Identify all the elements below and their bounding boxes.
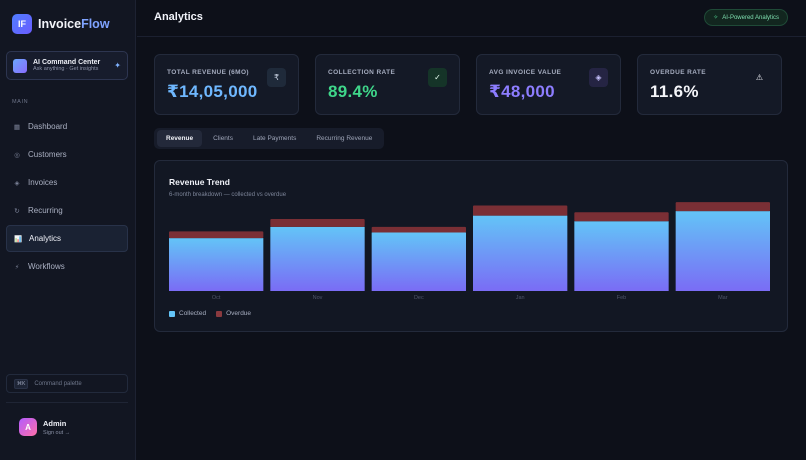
command-palette-label: Command palette [34, 380, 82, 387]
nav-section-label: MAIN [12, 99, 29, 105]
sparkle-icon: ✧ [713, 15, 719, 21]
bar-collected-nov[interactable] [270, 226, 365, 291]
sidebar-item-customers[interactable]: ◎ Customers [6, 141, 128, 168]
app-name-part2: Flow [81, 17, 110, 31]
chart-title: Revenue Trend [169, 177, 230, 187]
legend-item-collected[interactable]: Collected [169, 310, 206, 317]
sidebar-item-dashboard[interactable]: ▦ Dashboard [6, 113, 128, 140]
chart-icon: 📊 [14, 235, 23, 243]
user-name: Admin [43, 418, 67, 428]
x-tick-label: Mar [718, 295, 728, 301]
shortcut-key: ⌘K [14, 378, 29, 389]
bar-collected-mar[interactable] [675, 211, 770, 291]
sidebar-item-label: Customers [28, 150, 67, 159]
sidebar-divider [6, 402, 128, 403]
bar-collected-jan[interactable] [473, 215, 568, 291]
tab-recurring-revenue[interactable]: Recurring Revenue [316, 135, 373, 142]
bar-overdue-nov[interactable] [270, 219, 365, 227]
kpi-label: OVERDUE RATE [650, 69, 706, 76]
bar-overdue-feb[interactable] [574, 212, 669, 222]
main-nav: ▦ Dashboard ◎ Customers ◈ Invoices ↻ Rec… [6, 113, 128, 281]
kpi-value: 89.4% [328, 82, 378, 101]
bar-collected-feb[interactable] [574, 221, 669, 291]
page-title: Analytics [154, 11, 203, 23]
kpi-label: TOTAL REVENUE (6MO) [167, 69, 249, 76]
avatar: A [19, 418, 37, 436]
tab-late-payments[interactable]: Late Payments [252, 135, 297, 142]
sidebar-item-label: Recurring [28, 206, 63, 215]
kpi-card-collection-rate: COLLECTION RATE 89.4% ✓ [315, 54, 460, 115]
invoice-icon: ◈ [14, 179, 20, 187]
logo-mark: IF [12, 14, 32, 34]
app-name: InvoiceFlow [38, 17, 110, 31]
ai-command-center-button[interactable]: AI Command Center Ask anything · Get ins… [6, 51, 128, 80]
sidebar-item-recurring[interactable]: ↻ Recurring [6, 197, 128, 224]
x-tick-label: Feb [617, 295, 626, 301]
kpi-value: ₹48,000 [489, 82, 555, 101]
customers-icon: ◎ [14, 151, 20, 159]
bar-collected-dec[interactable] [371, 232, 466, 292]
kpi-card-overdue-rate: OVERDUE RATE 11.6% ⚠ [637, 54, 782, 115]
sidebar-item-invoices[interactable]: ◈ Invoices [6, 169, 128, 196]
kpi-value: ₹14,05,000 [167, 82, 258, 101]
sidebar-item-workflows[interactable]: ⚡ Workflows [6, 253, 128, 280]
kpi-value: 11.6% [650, 82, 699, 101]
lightning-icon: ⚡ [14, 263, 20, 271]
warning-icon: ⚠ [755, 73, 764, 82]
rupee-icon: ₹ [267, 68, 286, 87]
kpi-label: AVG INVOICE VALUE [489, 69, 562, 76]
sidebar-item-label: Workflows [28, 262, 65, 271]
sidebar-item-analytics[interactable]: 📊 Analytics [6, 225, 128, 252]
top-header: Analytics ✧ AI-Powered Analytics [137, 0, 806, 37]
bar-overdue-oct[interactable] [169, 231, 264, 239]
user-profile: A Admin Sign out → [19, 418, 70, 436]
bar-overdue-mar[interactable] [675, 202, 770, 212]
app-logo[interactable]: IF InvoiceFlow [12, 14, 110, 34]
x-tick-label: Jan [516, 295, 525, 301]
legend-label: Overdue [226, 310, 252, 317]
kpi-card-total-revenue: TOTAL REVENUE (6MO) ₹14,05,000 ₹ [154, 54, 299, 115]
sparkle-icon: ✦ [114, 61, 121, 70]
ai-badge-label: AI-Powered Analytics [722, 14, 779, 21]
ai-icon [13, 58, 27, 73]
sidebar-item-label: Analytics [29, 234, 62, 243]
bar-overdue-jan[interactable] [473, 205, 568, 216]
kpi-card-avg-invoice: AVG INVOICE VALUE ₹48,000 ◈ [476, 54, 621, 115]
ai-card-subtitle: Ask anything · Get insights [33, 66, 99, 73]
x-tick-label: Nov [313, 295, 323, 301]
x-tick-label: Dec [414, 295, 424, 301]
bar-overdue-dec[interactable] [371, 226, 466, 233]
chart-subtitle: 6-month breakdown — collected vs overdue [169, 192, 287, 198]
check-icon: ✓ [428, 68, 447, 87]
ai-powered-badge[interactable]: ✧ AI-Powered Analytics [704, 9, 788, 26]
sign-out-link[interactable]: Sign out → [43, 429, 71, 436]
diamond-icon: ◈ [589, 68, 608, 87]
kpi-label: COLLECTION RATE [328, 69, 396, 76]
grid-icon: ▦ [13, 123, 21, 131]
analytics-tabs: Revenue Clients Late Payments Recurring … [154, 128, 385, 149]
recurring-icon: ↻ [14, 207, 20, 215]
sidebar-item-label: Dashboard [28, 122, 68, 131]
tab-revenue[interactable]: Revenue [157, 130, 203, 147]
tab-clients[interactable]: Clients [213, 135, 233, 142]
chart-legend: Collected Overdue [169, 310, 251, 317]
legend-swatch [216, 310, 223, 317]
revenue-trend-card: Oct Nov Dec Jan Feb Mar Revenue Trend 6-month… [154, 160, 788, 332]
bar-collected-oct[interactable] [169, 238, 264, 291]
sidebar-item-label: Invoices [28, 178, 58, 187]
legend-swatch [169, 310, 175, 317]
revenue-trend-chart: Oct Nov Dec Jan Feb Mar [169, 202, 770, 301]
app-name-part1: Invoice [38, 17, 82, 31]
legend-item-overdue[interactable]: Overdue [216, 310, 251, 317]
legend-label: Collected [179, 310, 207, 317]
sidebar: IF InvoiceFlow AI Command Center Ask any… [0, 0, 136, 460]
command-palette-button[interactable]: ⌘K Command palette [6, 374, 128, 393]
ai-card-title: AI Command Center [33, 58, 101, 66]
x-tick-label: Oct [212, 295, 221, 301]
